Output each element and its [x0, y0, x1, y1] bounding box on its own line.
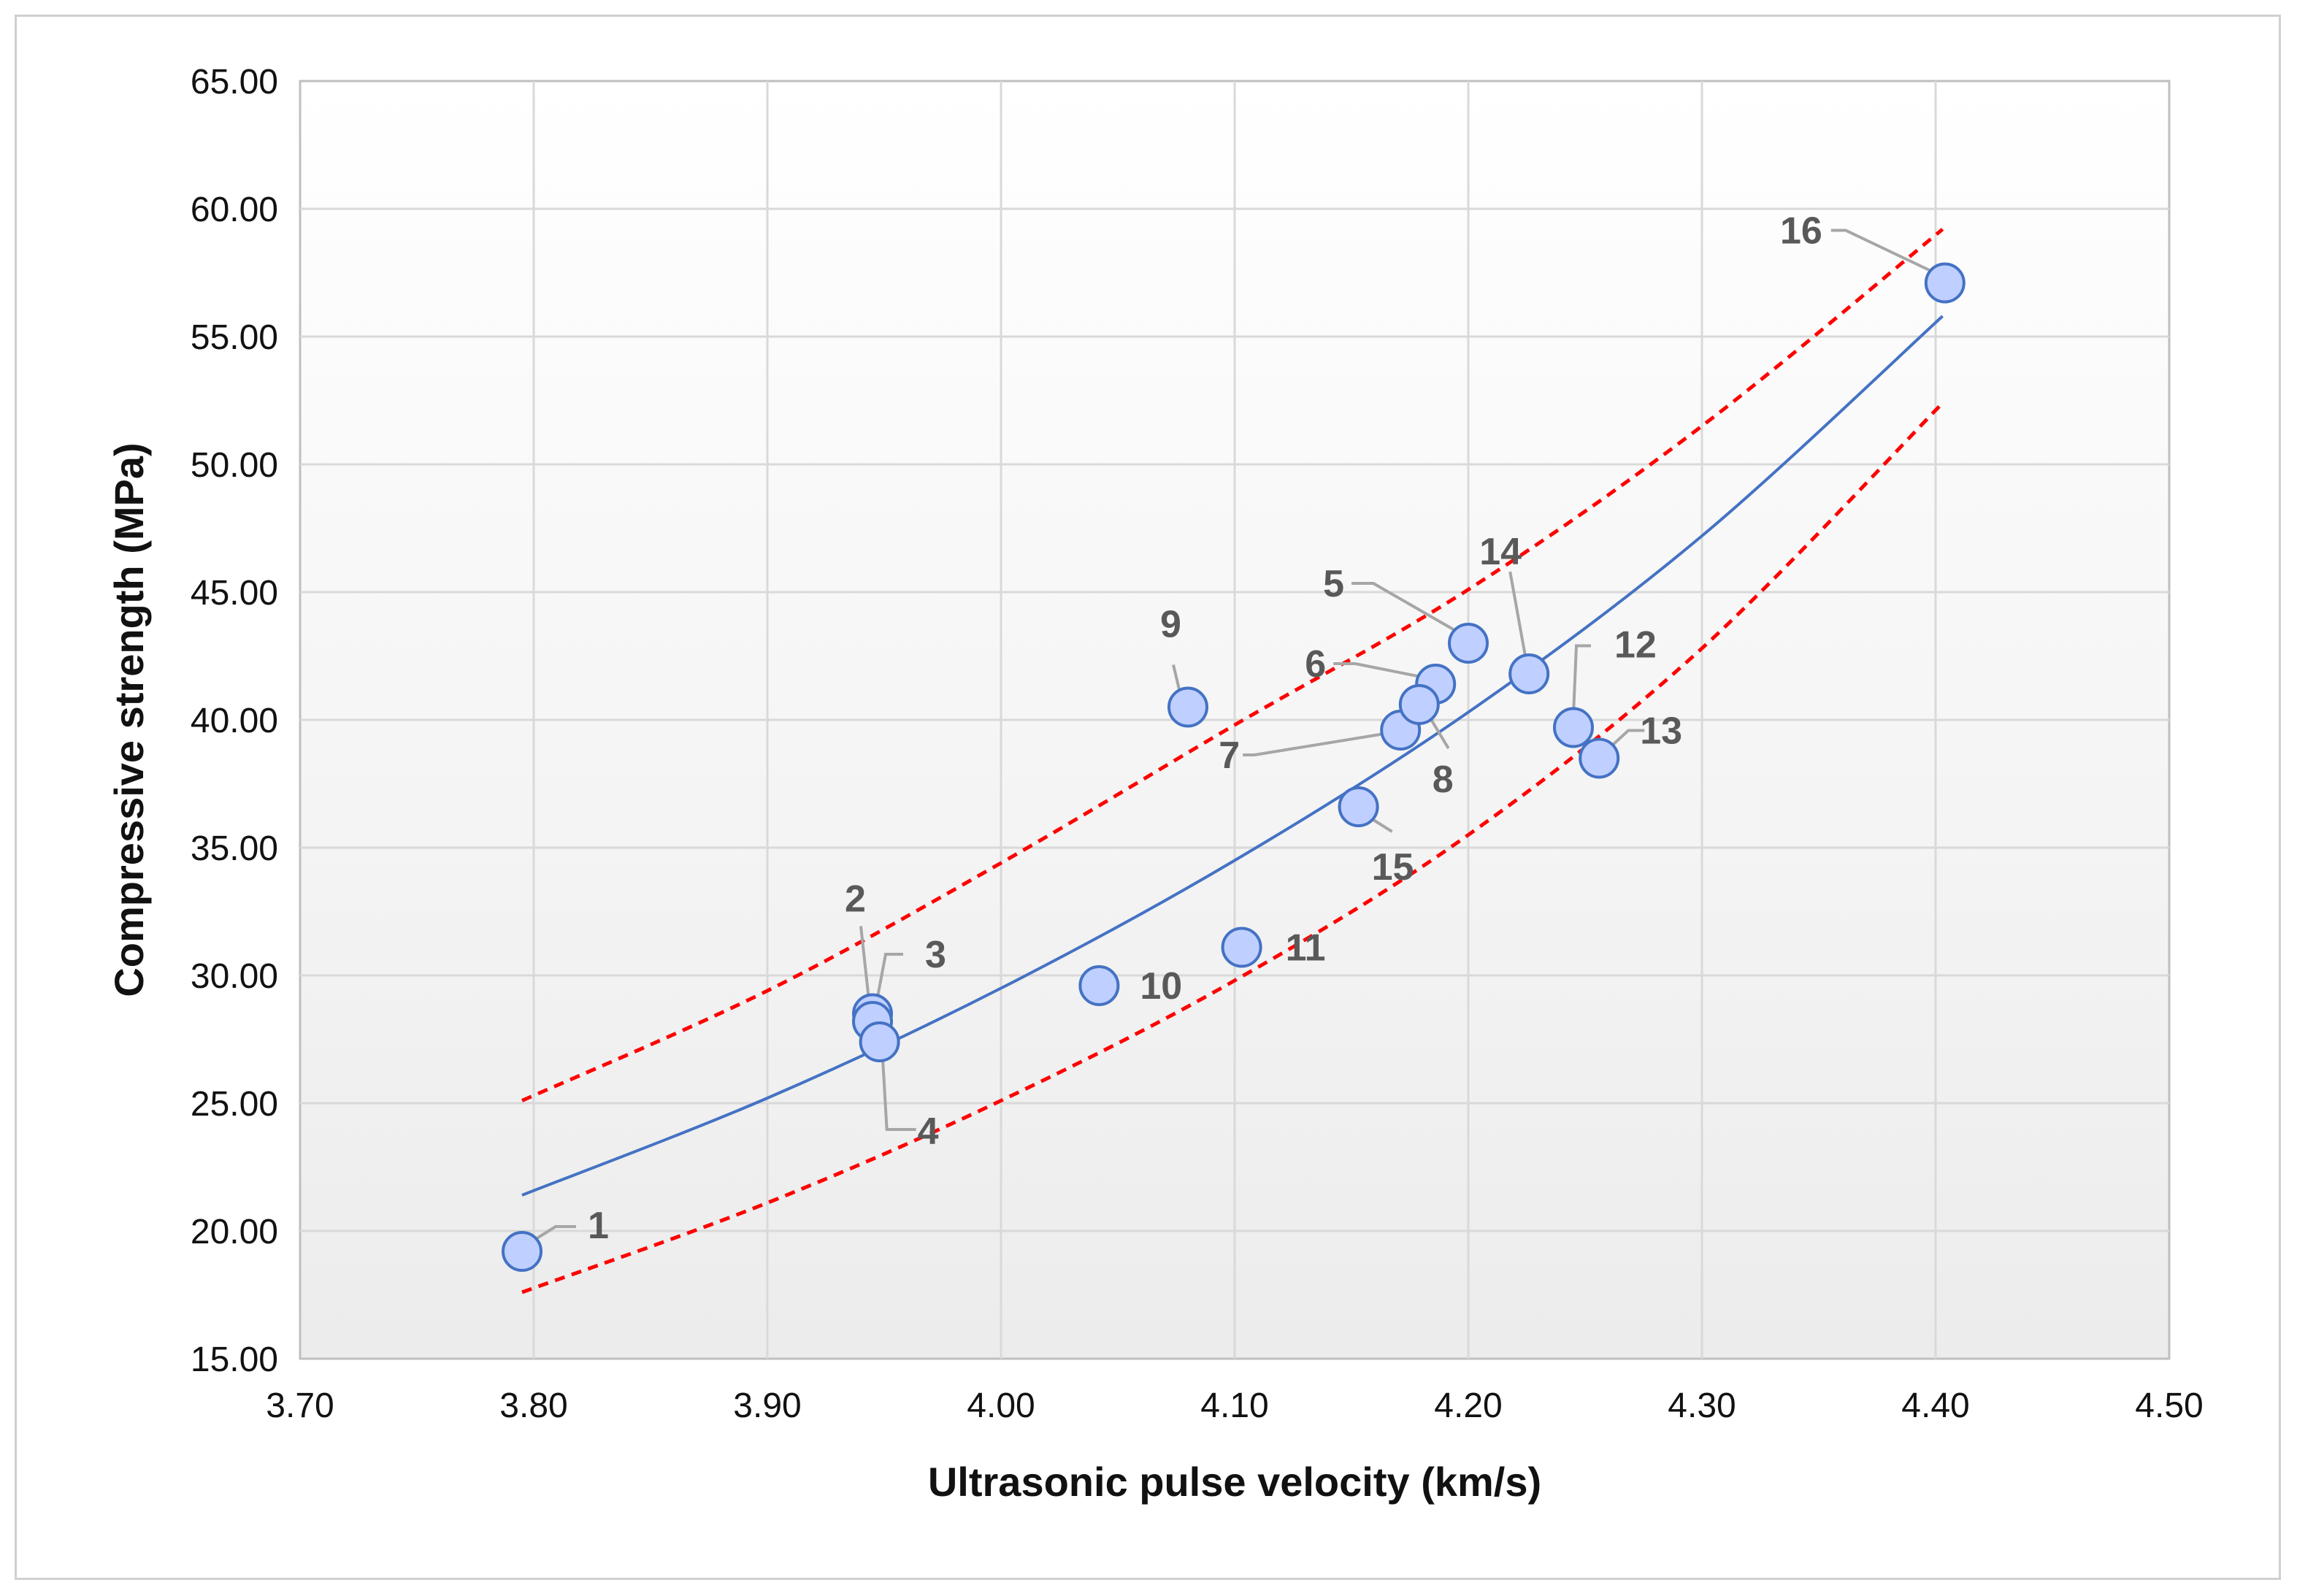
y-tick-label: 45.00 [191, 574, 278, 613]
y-tick-label: 55.00 [191, 318, 278, 357]
y-tick-label: 25.00 [191, 1085, 278, 1124]
data-label: 13 [1640, 710, 1682, 753]
y-tick-label: 65.00 [191, 63, 278, 101]
y-tick-label: 20.00 [191, 1213, 278, 1251]
data-point [1448, 623, 1489, 664]
data-label: 7 [1219, 734, 1240, 777]
leader-line [1243, 732, 1389, 756]
leader-line [1508, 571, 1528, 661]
data-point [1167, 686, 1208, 728]
leader-line [881, 1053, 916, 1131]
x-tick-label: 4.20 [1434, 1386, 1502, 1425]
leader-line [1333, 662, 1429, 680]
data-point [1338, 786, 1379, 827]
y-tick-label: 50.00 [191, 446, 278, 485]
y-tick-label: 35.00 [191, 829, 278, 868]
data-label: 8 [1433, 759, 1454, 801]
data-label: 2 [845, 878, 866, 921]
leader-line [1608, 729, 1645, 749]
chart-frame: 1 2 3 4 5 6 7 8 9 10 11 12 13 14 15 16 3.70 3.80 3.90 4.00… [15, 15, 2281, 1580]
data-point [859, 1021, 900, 1062]
data-label: 3 [925, 934, 946, 976]
y-tick-label: 40.00 [191, 702, 278, 740]
x-tick-label: 4.40 [1901, 1386, 1969, 1425]
upper-bound-line [521, 228, 1944, 1102]
data-label: 14 [1479, 531, 1522, 573]
data-point [502, 1231, 542, 1272]
data-label: 11 [1286, 927, 1326, 970]
leader-line [1572, 644, 1591, 715]
data-label: 9 [1160, 604, 1181, 646]
x-tick-label: 3.70 [266, 1386, 334, 1425]
leader-line [1830, 229, 1936, 275]
data-point [1078, 965, 1120, 1006]
y-axis-title: Compressive strength (MPa) [106, 442, 152, 997]
data-label: 5 [1323, 563, 1344, 605]
data-label: 6 [1305, 643, 1326, 686]
data-label: 15 [1372, 846, 1414, 889]
x-tick-label: 4.10 [1200, 1386, 1268, 1425]
y-tick-label: 15.00 [191, 1340, 278, 1379]
y-tick-label: 60.00 [191, 191, 278, 229]
lower-bound-line [521, 402, 1944, 1294]
fit-curve [521, 315, 1944, 1197]
x-axis-title: Ultrasonic pulse velocity (km/s) [928, 1459, 1541, 1505]
data-label: 10 [1140, 965, 1182, 1008]
data-label: 4 [918, 1110, 939, 1153]
data-point [1508, 653, 1550, 694]
x-tick-label: 3.80 [499, 1386, 567, 1425]
data-point [1553, 707, 1594, 748]
x-tick-label: 3.90 [733, 1386, 801, 1425]
data-point [1221, 926, 1262, 968]
x-tick-label: 4.50 [2135, 1386, 2203, 1425]
data-point [1398, 684, 1440, 725]
leader-line [531, 1225, 576, 1243]
y-tick-label: 30.00 [191, 957, 278, 996]
data-point [1579, 737, 1620, 779]
data-label: 1 [588, 1205, 609, 1247]
data-point [1924, 262, 1966, 304]
x-tick-label: 4.30 [1668, 1386, 1736, 1425]
leader-line [859, 926, 871, 1007]
leader-line [1351, 582, 1460, 634]
data-label: 12 [1614, 624, 1657, 667]
data-label: 16 [1780, 210, 1822, 253]
x-tick-label: 4.00 [967, 1386, 1035, 1425]
leader-line [874, 953, 903, 1009]
